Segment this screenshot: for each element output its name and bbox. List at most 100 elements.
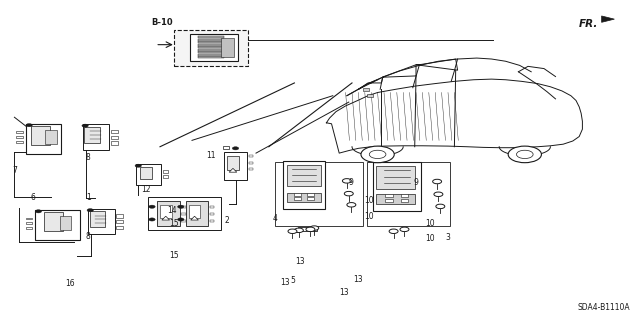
Bar	[17, 131, 23, 133]
Bar	[287, 193, 321, 202]
Circle shape	[232, 147, 239, 150]
Text: 3: 3	[445, 233, 451, 242]
Text: 8: 8	[86, 153, 91, 162]
Bar	[157, 201, 179, 226]
Bar	[111, 136, 118, 139]
Bar	[111, 141, 118, 145]
Circle shape	[516, 150, 533, 159]
Bar	[401, 199, 408, 202]
Bar	[45, 130, 57, 144]
Circle shape	[26, 124, 33, 127]
Bar	[307, 193, 314, 196]
Bar	[198, 44, 224, 46]
Polygon shape	[229, 168, 237, 172]
Bar	[372, 162, 421, 211]
Bar	[44, 212, 63, 231]
Bar	[116, 220, 123, 223]
Bar	[191, 34, 239, 62]
Bar	[17, 136, 23, 138]
Circle shape	[400, 227, 409, 232]
Bar	[31, 126, 50, 145]
Text: 2: 2	[225, 216, 230, 225]
Bar	[26, 218, 32, 219]
Bar	[147, 197, 221, 230]
Bar	[26, 124, 61, 154]
Bar	[275, 162, 363, 226]
Text: 12: 12	[141, 185, 150, 194]
Text: FR.: FR.	[579, 19, 598, 29]
Bar	[26, 227, 32, 229]
Bar	[26, 222, 32, 224]
Bar	[136, 165, 161, 185]
Circle shape	[178, 205, 184, 208]
Bar	[298, 227, 317, 231]
Text: 15: 15	[169, 251, 179, 260]
Bar	[181, 212, 186, 215]
Bar	[210, 219, 214, 222]
Bar	[210, 205, 214, 208]
Bar	[224, 152, 247, 180]
Circle shape	[434, 192, 443, 197]
Bar	[283, 161, 325, 209]
Bar	[367, 162, 450, 226]
Bar	[363, 88, 369, 91]
Bar	[88, 209, 115, 234]
Circle shape	[344, 191, 353, 196]
Text: 9: 9	[348, 178, 353, 187]
Text: 7: 7	[12, 166, 17, 175]
Bar	[198, 56, 224, 58]
Text: 10: 10	[364, 212, 374, 221]
Bar	[249, 161, 253, 164]
Bar	[249, 155, 253, 157]
Bar	[189, 205, 200, 218]
Bar	[210, 212, 214, 215]
Bar	[181, 205, 186, 208]
Circle shape	[135, 164, 141, 167]
Bar	[385, 199, 393, 202]
Bar	[163, 175, 168, 178]
Text: 10: 10	[425, 219, 435, 228]
Bar	[198, 49, 224, 51]
Bar	[198, 46, 224, 48]
Text: 10: 10	[364, 197, 374, 205]
Text: 15: 15	[169, 219, 179, 228]
Bar	[294, 197, 301, 200]
Bar	[367, 94, 373, 97]
Polygon shape	[602, 16, 614, 22]
Bar	[223, 146, 229, 149]
Bar	[376, 194, 415, 204]
Bar	[227, 156, 239, 170]
Circle shape	[306, 227, 315, 232]
Bar	[140, 167, 152, 179]
Circle shape	[82, 124, 88, 127]
Circle shape	[342, 179, 351, 183]
Circle shape	[436, 204, 445, 209]
Bar	[401, 194, 408, 197]
Text: 4: 4	[273, 214, 278, 223]
Text: SDA4-B1110A: SDA4-B1110A	[578, 303, 630, 312]
Circle shape	[148, 205, 155, 208]
Bar	[83, 124, 109, 150]
Text: 16: 16	[65, 279, 76, 288]
Bar	[116, 214, 123, 218]
Bar	[116, 226, 123, 229]
Bar	[198, 41, 224, 43]
Bar	[17, 141, 23, 143]
Polygon shape	[162, 216, 170, 220]
Text: 13: 13	[294, 257, 305, 266]
Text: 13: 13	[280, 278, 290, 287]
Circle shape	[178, 218, 184, 221]
Text: 13: 13	[339, 288, 349, 297]
Circle shape	[369, 150, 386, 159]
Bar	[84, 127, 100, 143]
Circle shape	[35, 210, 42, 213]
Circle shape	[87, 209, 93, 212]
Bar	[198, 36, 224, 38]
Bar	[35, 210, 80, 240]
Bar	[307, 197, 314, 200]
Circle shape	[148, 218, 155, 221]
Circle shape	[508, 146, 541, 163]
Bar	[186, 201, 209, 226]
Text: 5: 5	[291, 276, 296, 285]
Bar	[385, 194, 393, 197]
